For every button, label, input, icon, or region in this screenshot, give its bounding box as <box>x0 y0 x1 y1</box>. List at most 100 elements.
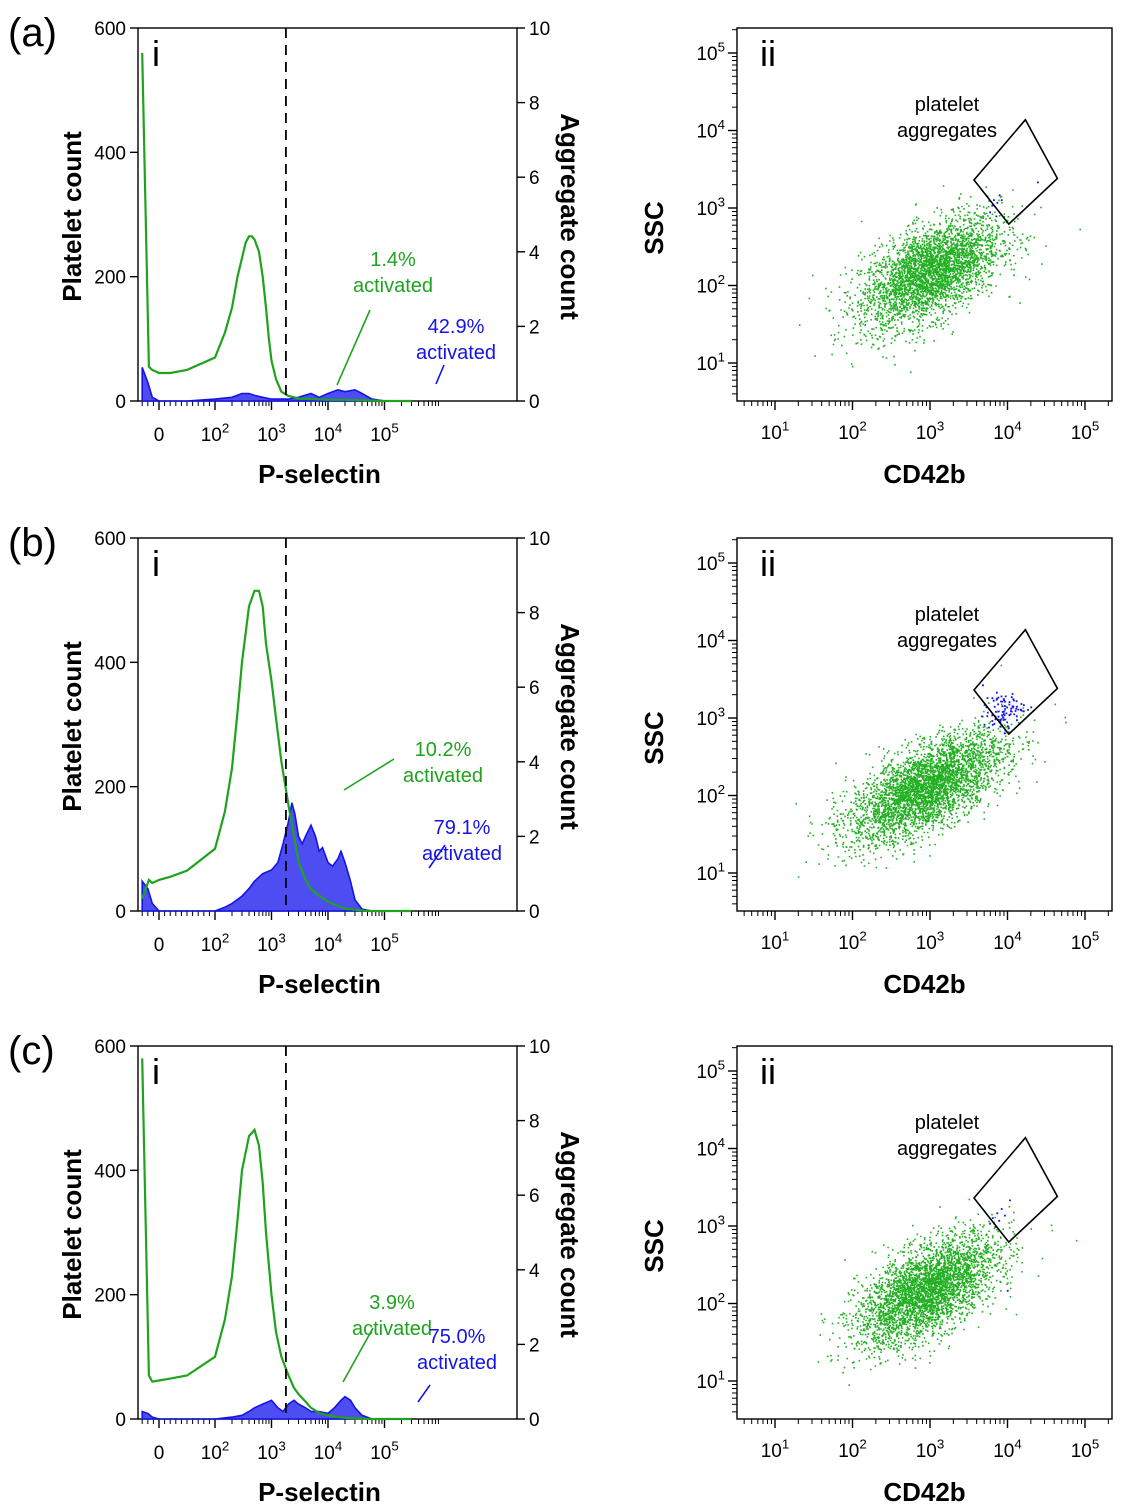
scatter-x-label: CD42b <box>883 1477 965 1507</box>
aggregate-leader <box>417 1384 431 1403</box>
aggregate-activated-label: activated <box>416 342 496 364</box>
right-y-tick-label: 2 <box>529 827 540 848</box>
aggregate-scatter-points <box>989 181 1039 218</box>
scatter-y-tick-label: 103 <box>696 194 725 220</box>
histogram-3: 0 200 400 600 0 2 4 6 8 10 0 102 103 104 105 i P-selecti… <box>57 1037 585 1507</box>
scatter-y-label: SSC <box>639 1219 669 1273</box>
scatter-roman: ii <box>760 543 776 584</box>
platelet-percent: 10.2% <box>415 739 472 761</box>
scatter-x-label: CD42b <box>883 969 965 999</box>
scatter-y-tick-label: 104 <box>696 627 725 653</box>
scatter-x-tick-label: 105 <box>1071 1436 1100 1462</box>
left-y-tick-label: 600 <box>94 1037 126 1058</box>
right-y-tick-label: 6 <box>529 168 540 189</box>
right-y-tick-label: 10 <box>529 1037 550 1058</box>
right-y-tick-label: 4 <box>529 1261 540 1282</box>
panel-label: (b) <box>8 521 57 565</box>
gate-label-line2: aggregates <box>897 120 997 142</box>
right-y-tick-label: 6 <box>529 1186 540 1207</box>
scatter-x-tick-label: 101 <box>761 928 790 954</box>
scatter-2: 101 102 103 104 105 101 102 103 104 105 platelet ag… <box>639 537 1113 999</box>
scatter-frame <box>736 27 1113 402</box>
left-y-tick-label: 200 <box>94 1286 126 1307</box>
scatter-x-tick-label: 101 <box>761 418 790 444</box>
x-tick-label: 105 <box>370 1438 399 1464</box>
right-y-label: Aggregate count <box>555 623 585 830</box>
histogram-1: 0 200 400 600 0 2 4 6 8 10 0 102 103 104 105 i P-selecti… <box>57 19 585 489</box>
scatter-3: 101 102 103 104 105 101 102 103 104 105 platelet ag… <box>639 1045 1113 1507</box>
panel-2: (b) 0 200 400 600 0 2 4 6 8 10 0 102 103 104 105 i P-sele… <box>8 521 1113 999</box>
scatter-x-tick-label: 104 <box>993 1436 1022 1462</box>
left-y-label: Platelet count <box>57 131 87 302</box>
gate-label-line2: aggregates <box>897 630 997 652</box>
scatter-y-tick-label: 102 <box>696 1290 725 1316</box>
platelet-activated-label: activated <box>403 765 483 787</box>
histogram-roman: i <box>152 33 160 74</box>
histogram-x-label: P-selectin <box>258 1477 381 1507</box>
scatter-y-tick-label: 101 <box>696 349 725 375</box>
left-y-label: Platelet count <box>57 641 87 812</box>
right-y-label: Aggregate count <box>555 1131 585 1338</box>
gate-label-line1: platelet <box>915 94 980 116</box>
right-y-tick-label: 2 <box>529 1335 540 1356</box>
scatter-x-tick-label: 105 <box>1071 418 1100 444</box>
right-y-tick-label: 0 <box>529 1410 540 1431</box>
scatter-x-tick-label: 101 <box>761 1436 790 1462</box>
scatter-y-tick-label: 104 <box>696 117 725 143</box>
right-y-tick-label: 10 <box>529 19 550 40</box>
scatter-x-label: CD42b <box>883 459 965 489</box>
gate-label-line1: platelet <box>915 1112 980 1134</box>
scatter-x-tick-label: 104 <box>993 928 1022 954</box>
gate-label-line1: platelet <box>915 604 980 626</box>
scatter-y-label: SSC <box>639 201 669 255</box>
scatter-y-tick-label: 105 <box>696 39 725 65</box>
left-y-tick-label: 200 <box>94 778 126 799</box>
right-y-tick-label: 4 <box>529 753 540 774</box>
x-tick-label: 103 <box>257 930 286 956</box>
platelet-line <box>141 589 412 913</box>
aggregate-leader <box>428 844 446 869</box>
scatter-frame <box>736 537 1113 912</box>
aggregate-gate <box>972 628 1059 736</box>
scatter-y-tick-label: 101 <box>696 1367 725 1393</box>
left-y-tick-label: 400 <box>94 1161 126 1182</box>
left-y-tick-label: 0 <box>115 1410 126 1431</box>
histogram-x-label: P-selectin <box>258 459 381 489</box>
aggregate-percent: 79.1% <box>434 817 491 839</box>
scatter-x-tick-label: 103 <box>916 1436 945 1462</box>
aggregate-area <box>141 367 412 402</box>
x-tick-label: 104 <box>314 1438 343 1464</box>
platelet-percent: 3.9% <box>369 1292 415 1314</box>
scatter-y-label: SSC <box>639 711 669 765</box>
aggregate-gate <box>972 1136 1059 1244</box>
aggregate-area <box>141 1395 412 1420</box>
scatter-roman: ii <box>760 1051 776 1092</box>
left-y-tick-label: 400 <box>94 143 126 164</box>
right-y-tick-label: 2 <box>529 317 540 338</box>
platelet-scatter-points <box>817 1198 1078 1386</box>
scatter-x-tick-label: 103 <box>916 418 945 444</box>
scatter-x-tick-label: 104 <box>993 418 1022 444</box>
left-y-tick-label: 600 <box>94 19 126 40</box>
scatter-x-tick-label: 102 <box>838 418 867 444</box>
scatter-x-tick-label: 105 <box>1071 928 1100 954</box>
right-y-tick-label: 0 <box>529 392 540 413</box>
scatter-x-tick-label: 102 <box>838 928 867 954</box>
platelet-leader <box>336 309 371 386</box>
x-tick-label: 103 <box>257 1438 286 1464</box>
x-tick-label: 103 <box>257 420 286 446</box>
right-y-tick-label: 8 <box>529 604 540 625</box>
platelet-activated-label: activated <box>352 1318 432 1340</box>
scatter-y-tick-label: 103 <box>696 1212 725 1238</box>
x-tick-label: 105 <box>370 930 399 956</box>
platelet-line <box>141 1058 412 1421</box>
histogram-roman: i <box>152 543 160 584</box>
platelet-leader <box>342 1327 374 1383</box>
x-tick-label: 102 <box>201 420 230 446</box>
platelet-scatter-points <box>798 185 1081 374</box>
platelet-percent: 1.4% <box>370 249 416 271</box>
platelet-activated-label: activated <box>353 275 433 297</box>
right-y-tick-label: 6 <box>529 678 540 699</box>
left-y-tick-label: 0 <box>115 902 126 923</box>
